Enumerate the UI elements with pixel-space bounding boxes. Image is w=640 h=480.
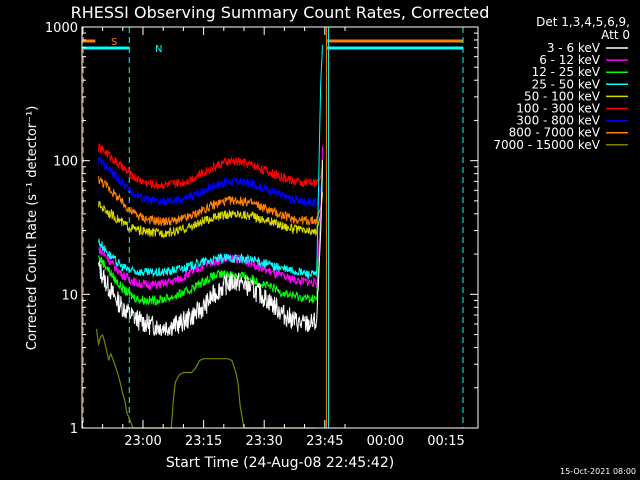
x-tick-label: 00:15 — [427, 434, 464, 449]
series-line — [98, 44, 323, 280]
y-tick-label: 1000 — [45, 21, 78, 36]
legend-label: 100 - 300 keV — [516, 102, 600, 116]
legend-label: 3 - 6 keV — [547, 41, 601, 55]
legend-label: 25 - 50 keV — [532, 77, 601, 91]
y-tick-label: 100 — [53, 155, 78, 170]
y-tick-label: 1 — [70, 422, 78, 437]
flag-label-n: N — [155, 44, 162, 55]
series-line — [98, 176, 323, 227]
x-tick-label: 23:30 — [245, 434, 282, 449]
x-tick-label: 23:45 — [306, 434, 343, 449]
legend-label: 7000 - 15000 keV — [493, 138, 600, 152]
x-tick-label: 23:15 — [185, 434, 222, 449]
x-tick-label: 23:00 — [124, 434, 161, 449]
y-tick-label: 10 — [61, 288, 78, 303]
flag-label-s: S — [111, 37, 117, 48]
legend-label: 800 - 7000 keV — [509, 126, 601, 140]
series-line — [98, 159, 323, 337]
legend-label: 12 - 25 keV — [532, 65, 601, 79]
legend-header-2: Att 0 — [601, 28, 630, 42]
chart-title: RHESSI Observing Summary Count Rates, Co… — [71, 3, 490, 22]
x-axis: 23:00 23:15 23:30 23:45 00:00 00:15 — [81, 27, 465, 449]
legend-header-1: Det 1,3,4,5,6,9, — [536, 15, 630, 29]
legend-label: 6 - 12 keV — [539, 53, 601, 67]
plot-area: SN — [82, 27, 464, 429]
series-line — [98, 156, 323, 208]
plot-frame — [81, 26, 479, 429]
y-axis-label: Corrected Count Rate (s⁻¹ detector⁻¹) — [25, 106, 40, 351]
y-axis: 1 10 100 1000 — [45, 21, 478, 437]
legend-label: 300 - 800 keV — [516, 114, 600, 128]
series-line — [98, 193, 323, 239]
series-line — [98, 146, 323, 291]
x-axis-label: Start Time (24-Aug-08 22:45:42) — [166, 455, 394, 471]
series-line — [98, 164, 323, 306]
x-tick-label: 00:00 — [367, 434, 404, 449]
series-line — [98, 143, 323, 191]
footer-date: 15-Oct-2021 08:00 — [560, 467, 636, 476]
legend-label: 50 - 100 keV — [524, 89, 601, 103]
